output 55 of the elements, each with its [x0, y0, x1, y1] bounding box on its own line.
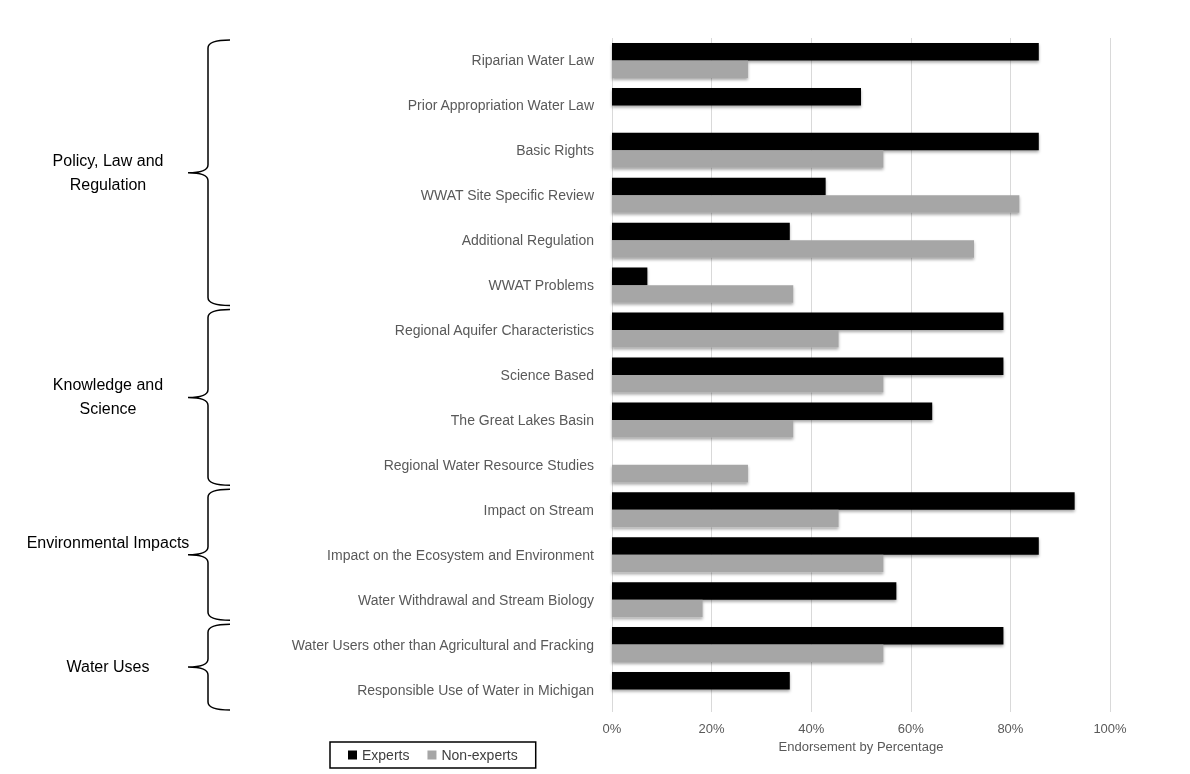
y-tick-label: Riparian Water Law	[471, 52, 595, 69]
bar	[612, 464, 748, 483]
text: Water Uses	[65, 657, 151, 678]
x-tick-label: 0%	[602, 721, 622, 736]
text: Policy, Law and Regulation	[51, 150, 165, 195]
x-tick-label: 80%	[997, 721, 1024, 736]
bar	[612, 312, 1004, 331]
x-axis-title: Endorsement by Percentage	[778, 738, 944, 754]
bar	[612, 582, 897, 600]
bar	[612, 177, 826, 196]
bar	[612, 537, 1039, 555]
legend-label: Experts	[362, 747, 410, 763]
bar	[612, 627, 1004, 645]
y-tick-label: Impact on Stream	[483, 501, 594, 518]
x-tick-label: 100%	[1093, 721, 1128, 736]
text: Environmental Impacts	[25, 532, 191, 553]
legend-label: Non-experts	[441, 747, 518, 763]
bar	[612, 672, 790, 690]
bar	[612, 599, 703, 618]
bar	[612, 357, 1004, 375]
bar	[612, 132, 1039, 151]
text: Knowledge and Science	[51, 375, 165, 420]
bar	[612, 267, 648, 286]
bar	[612, 402, 933, 420]
bar	[612, 492, 1075, 510]
bar	[612, 195, 1020, 213]
bar	[612, 240, 975, 258]
y-tick-label: WWAT Site Specific Review	[420, 187, 595, 204]
bar	[612, 87, 861, 106]
bar	[612, 60, 748, 78]
bar	[612, 644, 884, 663]
x-tick-label: 40%	[798, 721, 825, 736]
x-tick-label: 20%	[698, 721, 726, 736]
y-tick-label: Regional Water Resource Studies	[383, 456, 594, 473]
y-tick-label: The Great Lakes Basin	[450, 411, 594, 428]
bar	[612, 150, 884, 168]
y-tick-label: Water Withdrawal and Stream Biology	[357, 591, 594, 608]
y-tick-label: Prior Appropriation Water Law	[407, 97, 595, 114]
bar	[612, 554, 884, 573]
y-tick-label: Basic Rights	[516, 142, 594, 159]
bar	[612, 375, 884, 393]
y-tick-label: Science Based	[500, 367, 594, 383]
bar	[612, 509, 839, 528]
bar	[612, 419, 794, 438]
y-tick-label: Impact on the Ecosystem and Environment	[327, 546, 595, 563]
y-tick-label: Additional Regulation	[461, 232, 594, 249]
y-tick-label: Regional Aquifer Characteristics	[394, 322, 594, 339]
y-tick-label: Responsible Use of Water in Michigan	[357, 681, 594, 698]
bar	[612, 222, 790, 241]
bar	[612, 285, 794, 303]
bar	[612, 330, 839, 348]
y-tick-label: Water Users other than Agricultural and Fracking	[291, 636, 594, 653]
x-tick-label: 60%	[897, 721, 925, 736]
y-tick-label: WWAT Problems	[488, 277, 594, 294]
bar	[612, 42, 1039, 61]
